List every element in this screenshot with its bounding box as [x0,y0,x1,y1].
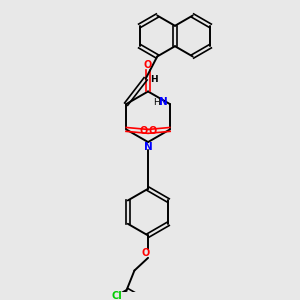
Text: O: O [140,126,148,136]
Text: O: O [144,60,152,70]
Text: O: O [148,126,157,136]
Text: H: H [153,98,160,107]
Text: O: O [142,248,150,258]
Text: Cl: Cl [112,291,122,300]
Text: N: N [144,142,152,152]
Text: H: H [151,75,158,84]
Text: N: N [159,97,167,107]
